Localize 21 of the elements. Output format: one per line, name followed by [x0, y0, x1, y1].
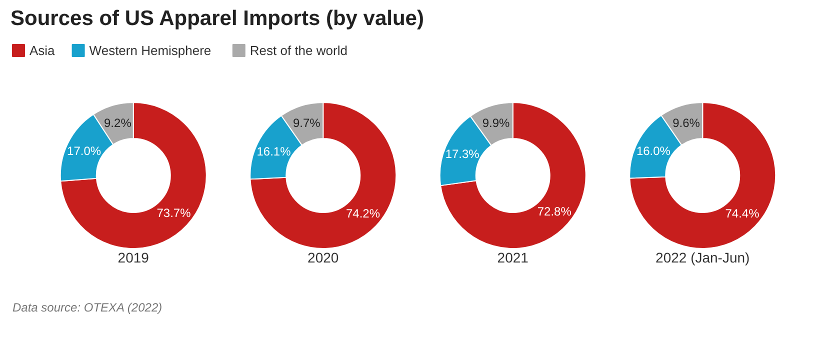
- data-label: 9.9%: [482, 116, 510, 130]
- legend-label: Western Hemisphere: [89, 43, 212, 58]
- data-label: 17.3%: [445, 146, 480, 161]
- data-label: 74.4%: [725, 206, 760, 221]
- data-label: 9.6%: [672, 116, 700, 130]
- data-label: 9.7%: [292, 116, 321, 130]
- data-label: 17.0%: [67, 144, 102, 158]
- data-label: 72.8%: [537, 204, 572, 219]
- slice-label: 2019: [118, 250, 150, 266]
- slice-label: 2020: [308, 250, 339, 266]
- data-label: 73.7%: [156, 206, 192, 220]
- data-label: 16.0%: [636, 144, 671, 158]
- data-label: 74.2%: [346, 206, 380, 220]
- data-label: 16.1%: [256, 144, 292, 158]
- source-note: Data source: OTEXA (2022): [12, 300, 162, 314]
- slice-label: 2021: [497, 250, 529, 266]
- legend-label: Rest of the world: [250, 43, 348, 58]
- chart-title: Sources of US Apparel Imports (by value): [10, 7, 424, 30]
- legend-label: Asia: [30, 43, 56, 58]
- slice-label: 2022 (Jan-Jun): [656, 250, 750, 266]
- data-label: 9.2%: [104, 116, 132, 130]
